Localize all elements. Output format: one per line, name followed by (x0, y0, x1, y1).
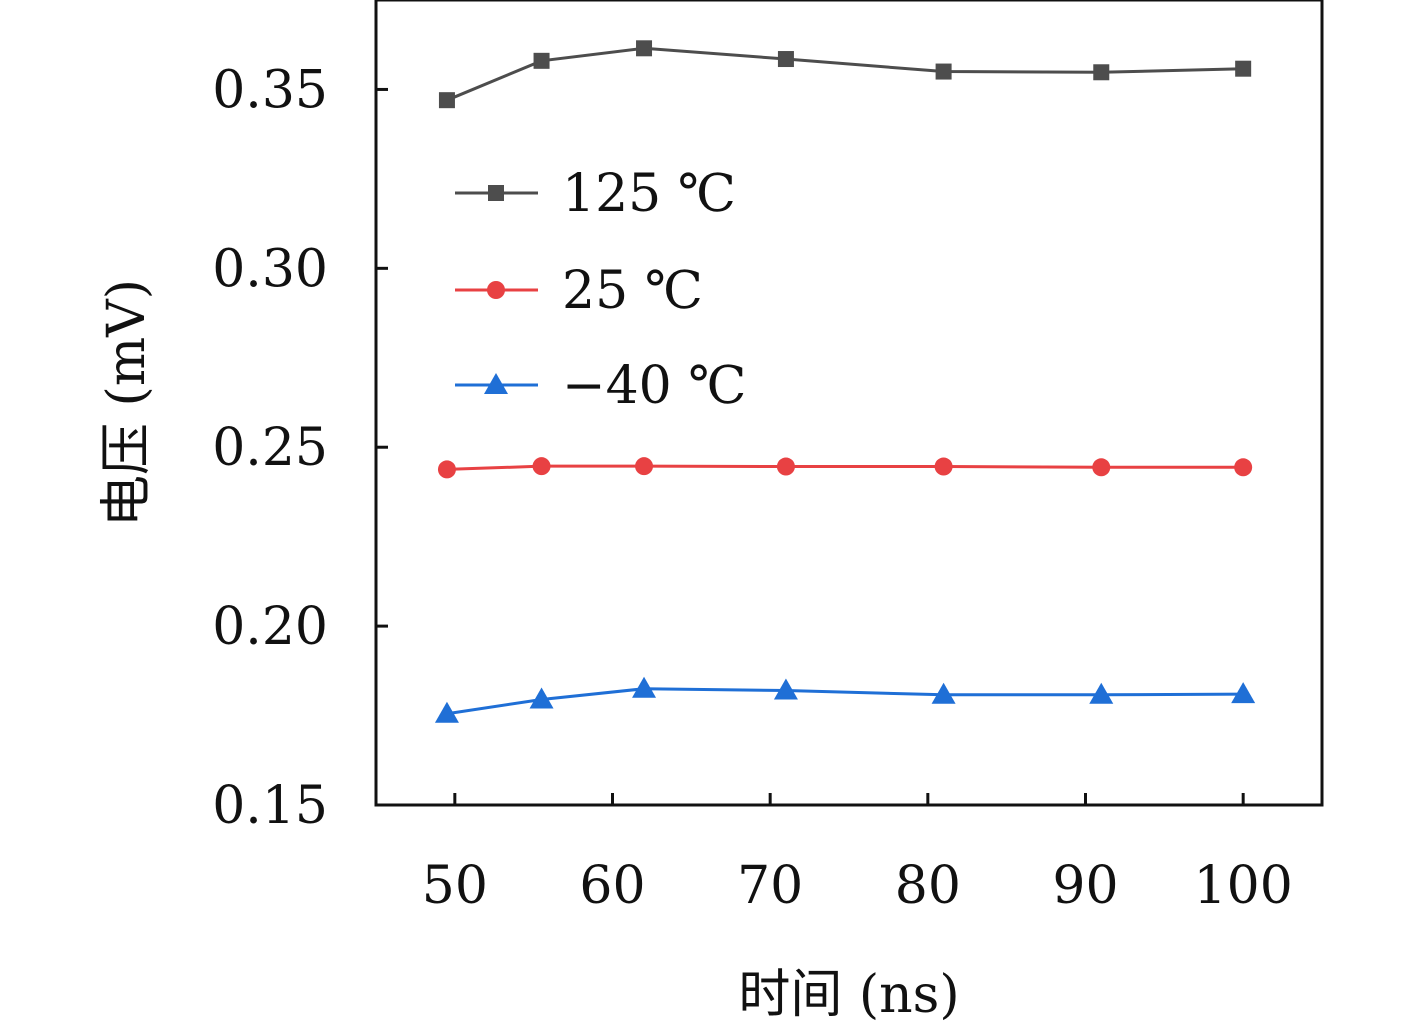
series-0-point-6 (1235, 60, 1252, 77)
series-1-line (446, 464, 1244, 471)
legend-0-marker (488, 185, 504, 201)
series-1-point-3 (776, 457, 795, 476)
legend-2-marker (484, 373, 508, 394)
x-tick-label-5: 100 (1194, 856, 1293, 916)
legend-2-label: −40 ℃ (562, 356, 746, 416)
legend-0-label: 125 ℃ (562, 164, 736, 224)
x-axis-title: 时间 (ns) (738, 965, 959, 1025)
x-tick-label-0: 50 (422, 856, 488, 916)
series-1-point-6 (1234, 458, 1253, 477)
y-axis-title: 电压 (mV) (97, 279, 157, 527)
series-2-point-6 (1231, 682, 1256, 704)
series-2-point-3 (773, 678, 798, 700)
series-1-point-0 (437, 460, 456, 479)
legend-1-marker (487, 281, 505, 299)
series-0-point-0 (438, 92, 455, 109)
series-1-point-5 (1092, 458, 1111, 477)
series-0-point-5 (1093, 64, 1110, 81)
series-0-line (446, 46, 1244, 102)
series-2-point-4 (931, 682, 956, 704)
series-0-point-2 (636, 40, 653, 57)
series-0-point-4 (935, 63, 952, 80)
y-tick-label-1: 0.20 (212, 597, 328, 657)
legend-1-label: 25 ℃ (562, 261, 703, 321)
series-2-point-2 (632, 676, 657, 698)
series-0-point-1 (533, 52, 550, 69)
series-0-point-3 (777, 51, 794, 68)
x-tick-label-2: 70 (737, 856, 803, 916)
plot-frame (374, 0, 1324, 807)
series-2-point-5 (1089, 682, 1114, 704)
series-1-point-1 (532, 457, 551, 476)
series-1-point-4 (934, 457, 953, 476)
y-tick-label-3: 0.30 (212, 239, 328, 299)
series-1-point-2 (635, 457, 654, 476)
x-tick-label-1: 60 (579, 856, 645, 916)
x-tick-label-3: 80 (895, 856, 961, 916)
series-2-point-1 (529, 687, 554, 709)
y-tick-label-4: 0.35 (212, 60, 328, 120)
y-tick-label-2: 0.25 (212, 418, 328, 478)
y-tick-label-0: 0.15 (212, 776, 328, 836)
series-2-point-0 (434, 701, 459, 723)
series-2-line (446, 687, 1244, 716)
x-tick-label-4: 90 (1052, 856, 1118, 916)
